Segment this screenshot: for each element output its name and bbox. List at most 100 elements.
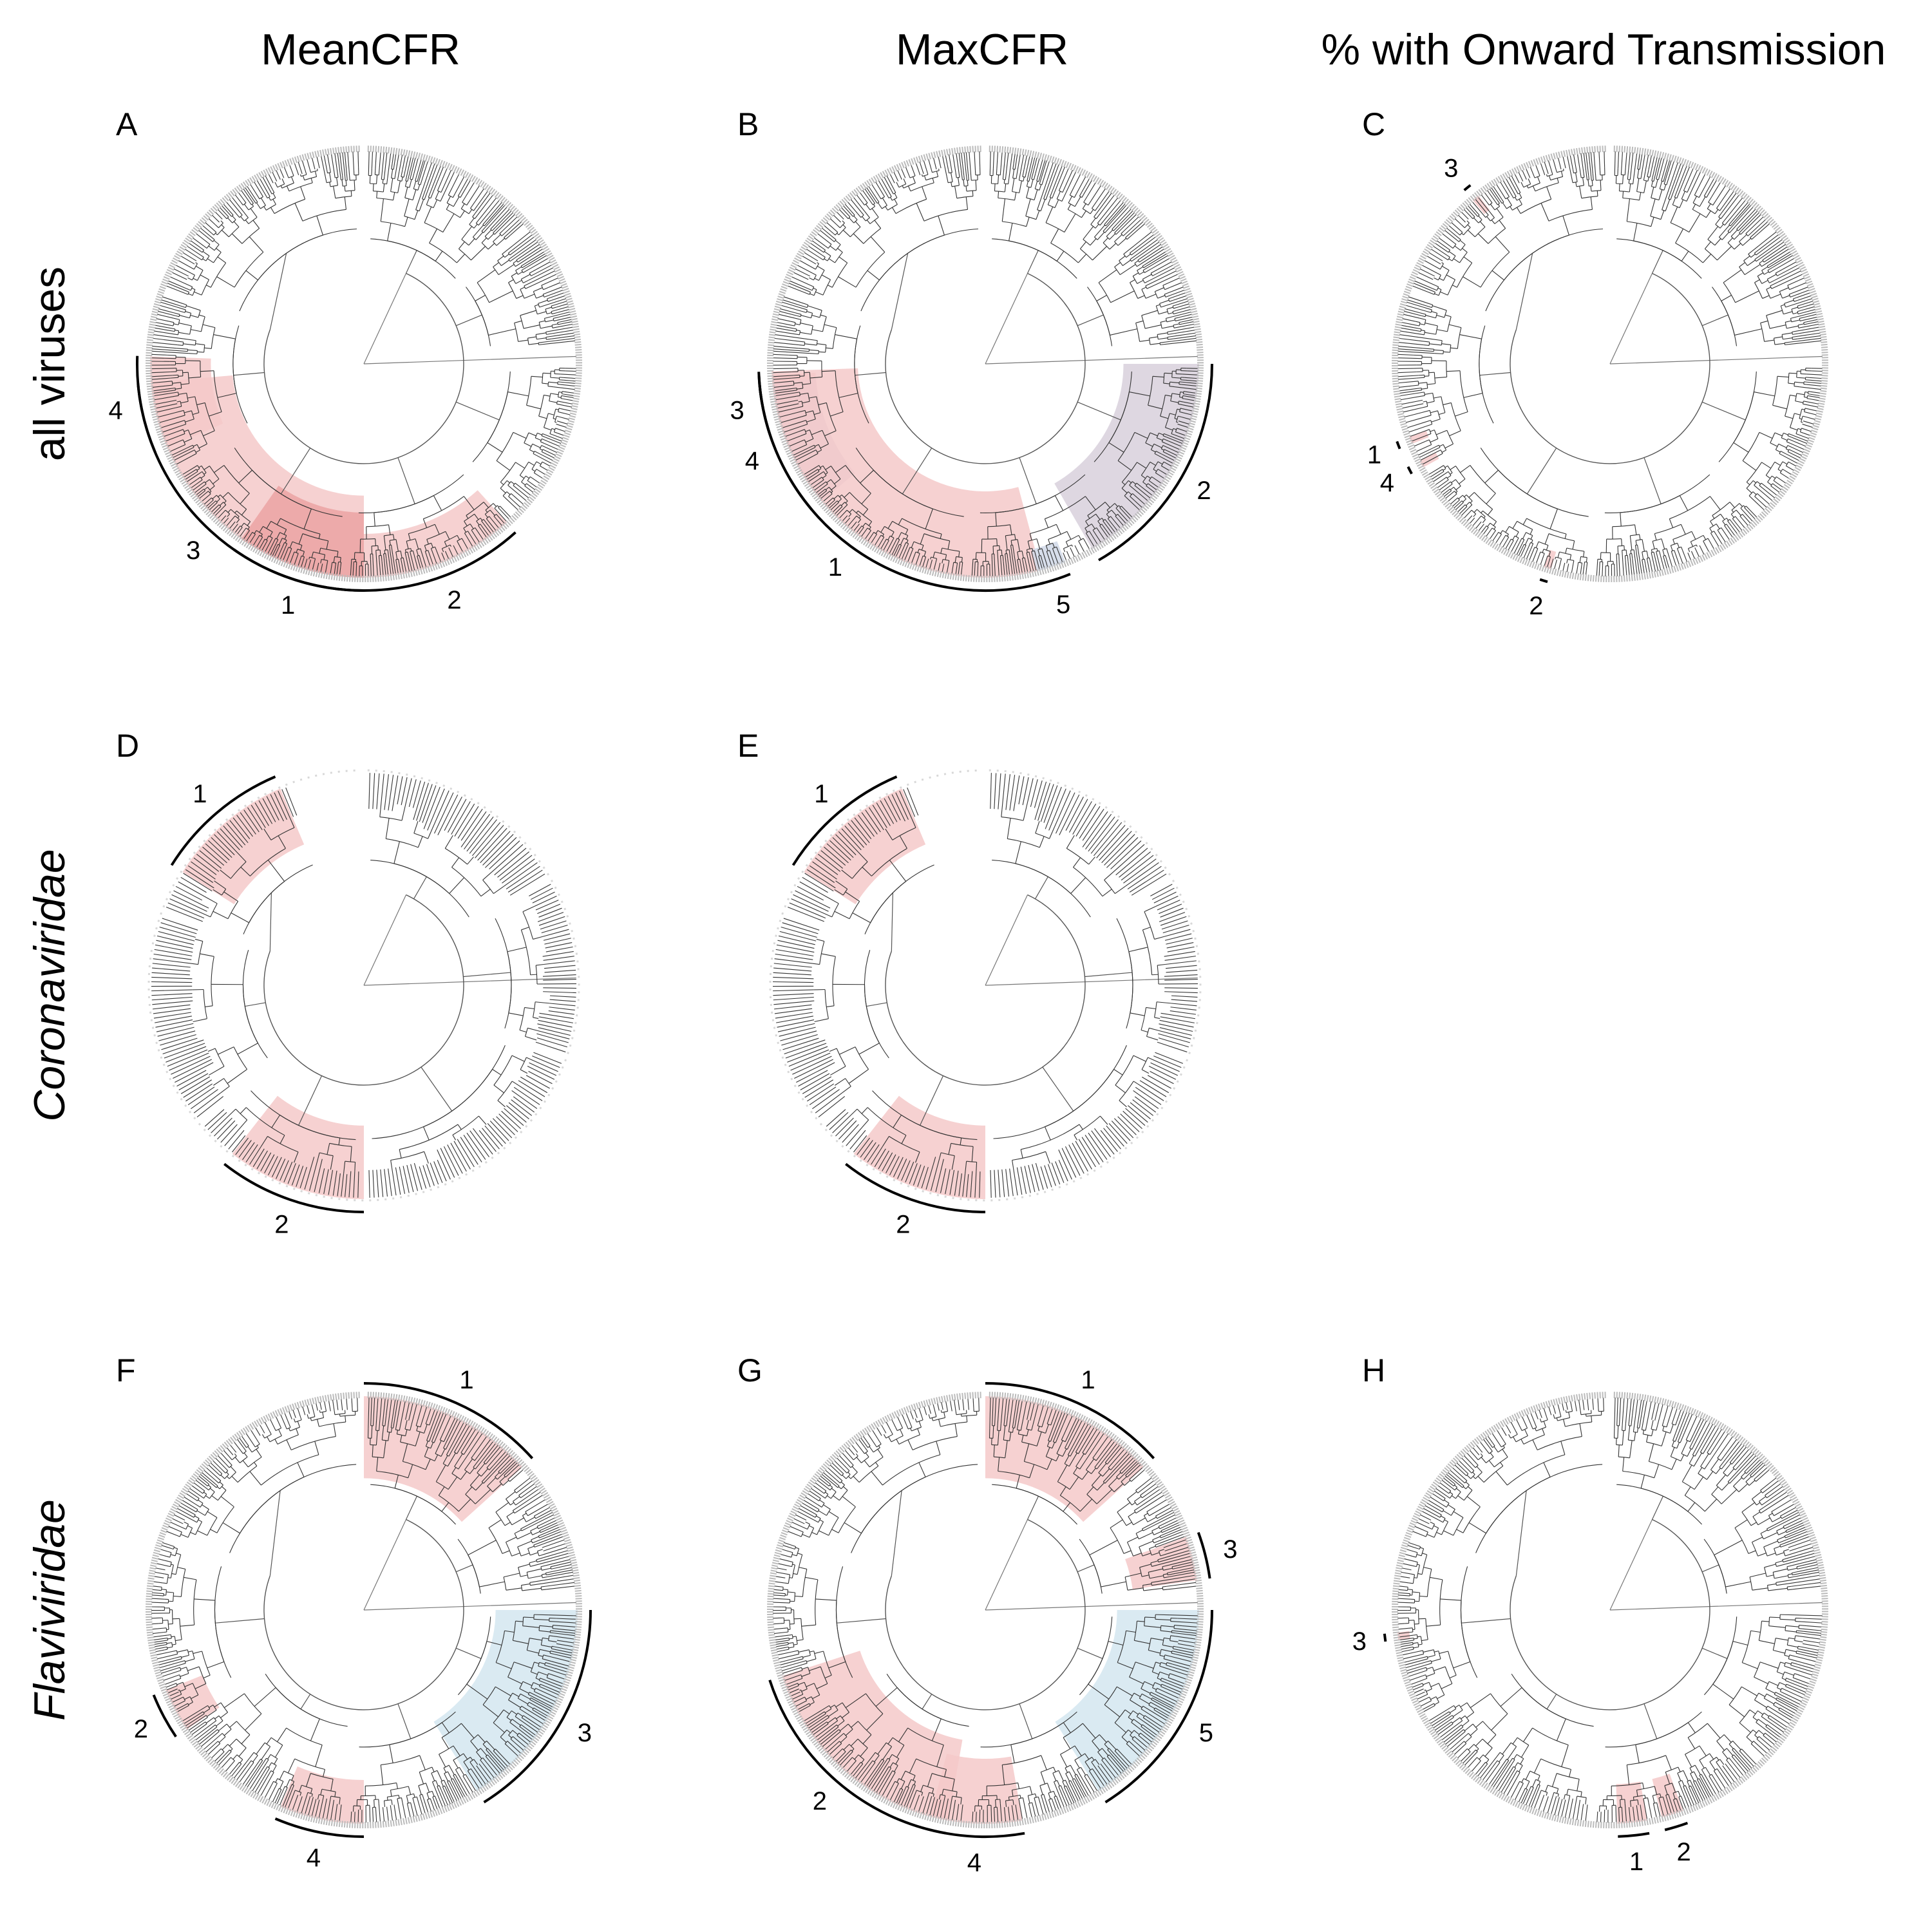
clade-label: 1 [1629,1848,1643,1876]
panel-label: C [1362,106,1385,142]
clade-bracket-c-2 [1539,578,1548,583]
clade-label: 3 [578,1719,592,1747]
clade-bracket-f-1 [363,1382,534,1459]
clade-label: 2 [447,586,461,614]
column-title-maxcfr: MaxCFR [896,25,1068,74]
clade-highlight-a-1 [241,486,364,578]
panel-f: 1 2 4 3 F [116,1352,592,1872]
clade-bracket-a-2 [363,531,516,592]
clade-bracket-d-2 [223,1162,365,1213]
clade-highlight-c-4 [1419,452,1439,468]
clade-label: 4 [307,1844,321,1872]
clade-label: 1 [1367,440,1381,469]
clade-highlight-f-1 [364,1396,523,1522]
clade-highlight-d-1 [182,788,305,905]
panel-label: A [116,106,138,142]
clade-bracket-f-2 [152,1694,177,1738]
clade-highlight-g-5 [1055,1610,1199,1792]
panel-label: B [737,106,759,142]
clade-bracket-b-2 [1097,363,1213,562]
clade-highlight-b-1 [772,368,1041,578]
clade-label: 3 [1444,154,1458,182]
clade-bracket-g-4 [926,1828,1025,1839]
column-title-onward-transmission: % with Onward Transmission [1321,25,1886,74]
clade-label: 2 [813,1787,827,1815]
clade-bracket-e-2 [845,1162,986,1213]
clade-bracket-c-3 [1463,184,1472,191]
clade-bracket-h-1 [1618,1832,1650,1838]
clade-label: 1 [828,553,842,582]
row-title-flaviviridae: Flaviviridae [25,1499,74,1721]
clade-bracket-a-1 [232,548,365,592]
tree-g [767,1392,1204,1829]
panel-label: G [737,1352,762,1388]
clade-label: 4 [967,1849,981,1877]
clade-label: 2 [274,1211,289,1239]
clade-bracket-g-1 [985,1382,1155,1459]
clade-highlight-e-2 [853,1095,985,1199]
panel-a: 4 3 1 2 A [108,106,582,620]
clade-label: 2 [896,1211,910,1239]
panel-label: E [737,728,759,764]
clade-label: 3 [1352,1627,1367,1656]
panel-h: 3 1 2 H [1352,1352,1828,1876]
clade-label: 1 [281,591,295,620]
tree-d [147,769,580,1202]
clade-highlight-c-3 [1472,195,1490,214]
clade-label: 5 [1199,1719,1213,1747]
clade-bracket-h-3 [1383,1633,1387,1642]
clade-bracket-g-2 [768,1680,947,1835]
clade-highlight-e-1 [804,788,926,905]
clade-bracket-f-4 [274,1817,365,1838]
panel-c: 3 14 2 C [1362,106,1828,620]
tree-a [146,146,582,583]
clade-label: 4 [1380,469,1394,497]
tree-b [767,146,1204,583]
clade-highlight-c-2 [1544,549,1557,570]
clade-bracket-c-4 [1406,466,1413,475]
clade-label: 1 [193,780,207,808]
clade-label: 2 [1197,477,1211,505]
clade-highlight-f-3 [433,1610,578,1792]
clade-highlight-g-3 [1125,1537,1197,1589]
clade-label: 3 [730,396,744,424]
clade-label: 1 [814,780,828,808]
panel-d: 1 2 D [116,728,580,1239]
clade-bracket-d-1 [170,775,276,866]
clade-label: 1 [459,1366,473,1394]
panel-label: F [116,1352,136,1388]
clade-highlight-g-4 [930,1754,1023,1824]
clade-label: 2 [1529,592,1543,620]
clade-highlight-g-2 [782,1651,963,1821]
clade-label: 4 [108,396,122,424]
clade-bracket-f-3 [483,1609,592,1804]
row-title-all-viruses: all viruses [25,267,74,461]
tree-h [1392,1392,1828,1829]
clade-bracket-e-1 [791,775,898,866]
clade-label: 2 [1676,1838,1690,1866]
panel-e: 1 2 E [737,728,1202,1239]
clade-label: 3 [1223,1535,1237,1564]
panel-label: H [1362,1352,1385,1388]
panel-b: 34 1 2 5 B [730,106,1213,619]
clade-bracket-b-5 [1039,573,1071,585]
clade-label: 5 [1056,591,1070,619]
clade-highlight-g-1 [985,1396,1144,1522]
clade-bracket-g-5 [1104,1609,1213,1804]
clade-highlight-d-2 [232,1095,364,1199]
clade-highlight-c-1 [1409,430,1429,444]
clade-bracket-c-1 [1396,440,1401,450]
clade-bracket-g-3 [1197,1531,1211,1579]
tree-c [1392,146,1828,583]
clade-bracket-b-1 [757,372,1045,592]
clade-label: 2 [134,1715,148,1743]
clade-highlight-h-1 [1616,1781,1647,1824]
row-title-coronaviridae: Coronaviridae [25,849,74,1121]
column-title-meancfr: MeanCFR [261,25,460,74]
clade-label: 3 [186,536,200,565]
tree-f [146,1392,582,1829]
panel-label: D [116,728,139,764]
panel-g: 1 3 2 4 5 G [737,1352,1237,1877]
